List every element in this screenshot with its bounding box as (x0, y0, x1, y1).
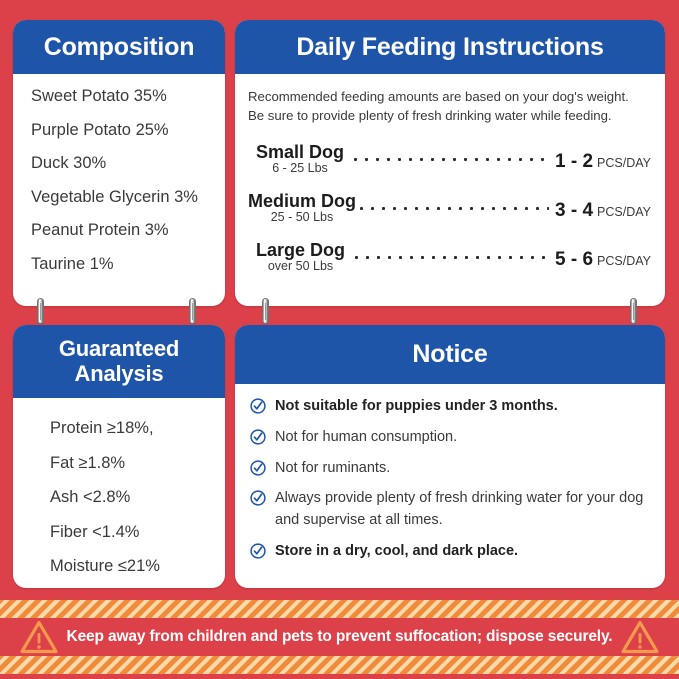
feeding-amount-unit: PCS/DAY (597, 205, 651, 220)
feeding-weight-label: 6 - 25 Lbs (272, 161, 328, 176)
feeding-weight-label: over 50 Lbs (267, 259, 334, 274)
check-circle-icon (250, 398, 266, 414)
analysis-title-line1: Guaranteed (58, 336, 180, 362)
composition-header: Composition (13, 20, 225, 74)
notice-title: Notice (412, 340, 488, 368)
feeding-amount-unit: PCS/DAY (597, 156, 651, 171)
feeding-header: Daily Feeding Instructions (235, 20, 665, 74)
warning-triangle-icon (620, 619, 660, 655)
hazard-stripe-bottom (0, 656, 679, 674)
feeding-amount-value: 1 - 2 (555, 151, 594, 173)
composition-card: Composition Sweet Potato 35% Purple Pota… (13, 20, 225, 306)
list-item: Sweet Potato 35% (31, 87, 167, 105)
notice-item-text: Not suitable for puppies under 3 months. (275, 398, 558, 414)
feeding-weight-label: 25 - 50 Lbs (270, 210, 334, 225)
feeding-size-label: Medium Dog (248, 191, 356, 212)
check-circle-icon (250, 459, 266, 476)
notice-item-text: Not for ruminants. (275, 459, 391, 476)
list-item: Purple Potato 25% (31, 120, 169, 139)
binder-clip (262, 298, 269, 324)
feeding-row-medium: Medium Dog 25 - 50 Lbs 3 - 4 PCS/DAY (248, 186, 651, 224)
notice-item-text: Always provide plenty of fresh drinking … (275, 490, 644, 528)
warning-text: Keep away from children and pets to prev… (66, 628, 613, 645)
notice-body: Not suitable for puppies under 3 months.… (235, 384, 665, 563)
notice-card: Notice Not suitable for puppies under 3 … (235, 325, 665, 588)
list-item: Moisture ≤21% (50, 557, 160, 575)
list-item: Protein ≥18%, (50, 419, 154, 437)
warning-banner: Keep away from children and pets to prev… (0, 598, 679, 679)
list-item: Not for ruminants. (250, 458, 651, 480)
list-item: Peanut Protein 3% (31, 221, 169, 239)
guaranteed-analysis-card: Guaranteed Analysis Protein ≥18%, Fat ≥1… (13, 325, 225, 588)
feeding-row-small: Small Dog 6 - 25 Lbs 1 - 2 PCS/DAY (248, 137, 651, 175)
check-circle-icon (250, 429, 266, 445)
list-item: Always provide plenty of fresh drinking … (250, 488, 651, 532)
feeding-amount-value: 5 - 6 (555, 249, 594, 271)
feeding-size-label: Small Dog (256, 142, 345, 163)
feeding-body: Recommended feeding amounts are based on… (235, 74, 665, 274)
feeding-amount: 5 - 6 PCS/DAY (555, 249, 651, 273)
feeding-amount: 3 - 4 PCS/DAY (555, 200, 651, 224)
notice-header: Notice (235, 325, 665, 384)
list-item: Store in a dry, cool, and dark place. (250, 541, 651, 563)
feeding-instructions-card: Daily Feeding Instructions Recommended f… (235, 20, 665, 306)
list-item: Not for human consumption. (250, 427, 651, 449)
notice-item-text: Not for human consumption. (275, 428, 458, 445)
warning-triangle-icon (19, 619, 59, 655)
hazard-stripe-top (0, 600, 679, 618)
dot-leader (350, 149, 550, 170)
feeding-amount-value: 3 - 4 (555, 200, 594, 222)
composition-body: Sweet Potato 35% Purple Potato 25% Duck … (13, 74, 225, 272)
binder-clip (630, 298, 637, 324)
check-circle-icon (250, 543, 266, 559)
dot-leader (351, 247, 550, 268)
feeding-amount: 1 - 2 PCS/DAY (555, 151, 651, 175)
feeding-size-group: Small Dog 6 - 25 Lbs (248, 143, 344, 175)
list-item: Ash <2.8% (50, 488, 131, 506)
analysis-header: Guaranteed Analysis (13, 325, 225, 398)
feeding-intro: Recommended feeding amounts are based on… (248, 87, 651, 125)
list-item: Vegetable Glycerin 3% (31, 187, 198, 206)
feeding-row-large: Large Dog over 50 Lbs 5 - 6 PCS/DAY (248, 235, 651, 273)
analysis-title-line2: Analysis (74, 360, 164, 386)
analysis-body: Protein ≥18%, Fat ≥1.8% Ash <2.8% Fiber … (13, 398, 225, 575)
check-circle-icon (250, 490, 266, 506)
feeding-size-group: Large Dog over 50 Lbs (248, 241, 345, 273)
feeding-intro-line2: Be sure to provide plenty of fresh drink… (248, 108, 612, 124)
list-item: Not suitable for puppies under 3 months. (250, 396, 651, 418)
list-item: Fat ≥1.8% (50, 453, 126, 472)
feeding-size-label: Large Dog (256, 240, 346, 261)
feeding-size-group: Medium Dog 25 - 50 Lbs (248, 192, 356, 224)
list-item: Fiber <1.4% (50, 522, 140, 541)
feeding-intro-line1: Recommended feeding amounts are based on… (248, 89, 629, 104)
list-item: Taurine 1% (31, 254, 114, 273)
warning-banner-content: Keep away from children and pets to prev… (0, 618, 679, 656)
feeding-amount-unit: PCS/DAY (597, 254, 651, 269)
composition-title: Composition (43, 32, 195, 61)
binder-clip (37, 298, 44, 324)
notice-item-text: Store in a dry, cool, and dark place. (275, 542, 519, 559)
list-item: Duck 30% (31, 154, 107, 172)
binder-clip (189, 298, 196, 324)
dot-leader (356, 198, 550, 219)
feeding-title: Daily Feeding Instructions (296, 32, 604, 61)
